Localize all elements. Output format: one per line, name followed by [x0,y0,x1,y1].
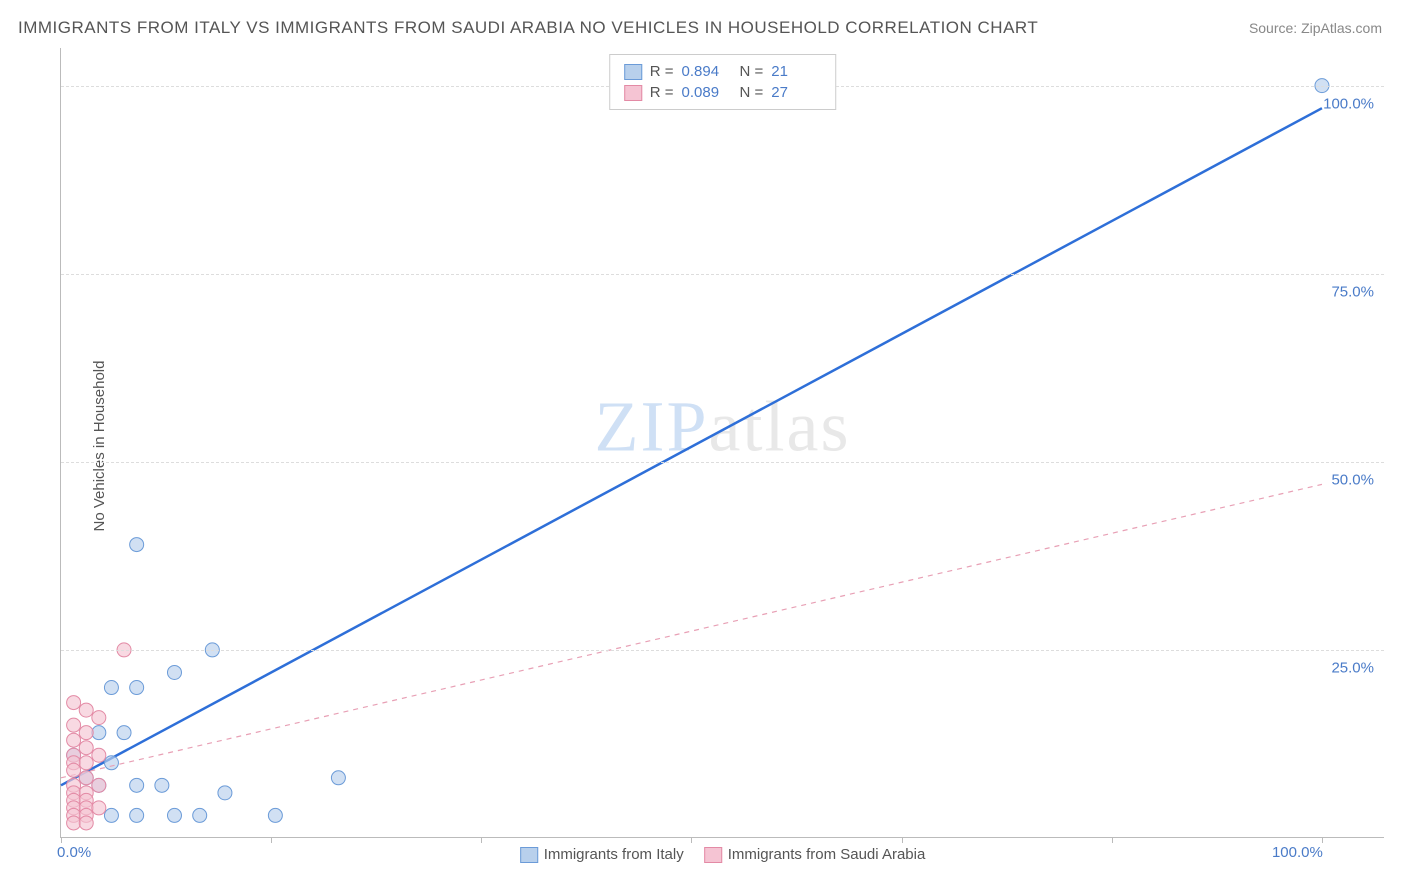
legend-n-label: N = [740,84,764,101]
gridline [61,650,1384,651]
x-tick [1112,837,1113,843]
legend-stats: R = 0.894 N = 21 R = 0.089 N = 27 [609,54,837,110]
legend-n-label: N = [740,63,764,80]
chart-plot-area: ZIPatlas R =0.894N =21R =0.089N =27 Immi… [60,48,1384,838]
data-point [92,778,106,792]
data-point [79,726,93,740]
data-point [104,681,118,695]
data-point [79,771,93,785]
data-point [67,718,81,732]
trend-line [61,484,1322,777]
x-tick [481,837,482,843]
gridline [61,274,1384,275]
data-point [155,778,169,792]
data-point [92,726,106,740]
chart-title: IMMIGRANTS FROM ITALY VS IMMIGRANTS FROM… [18,18,1038,38]
x-tick [271,837,272,843]
data-point [67,763,81,777]
trend-line [61,108,1322,785]
data-point [104,756,118,770]
data-point [331,771,345,785]
data-point [79,816,93,830]
scatter-svg [61,48,1384,837]
legend-swatch [624,85,642,101]
legend-stat-row: R = 0.089 N = 27 [624,82,822,103]
legend-series-label: Immigrants from Saudi Arabia [728,846,926,863]
data-point [130,808,144,822]
data-point [92,748,106,762]
x-tick [61,837,62,843]
legend-swatch [624,64,642,80]
data-point [79,703,93,717]
gridline [61,462,1384,463]
data-point [92,711,106,725]
legend-r-label: R = [650,84,674,101]
data-point [130,681,144,695]
data-point [130,538,144,552]
data-point [167,665,181,679]
legend-r-value: 0.089 [682,84,732,101]
legend-r-label: R = [650,63,674,80]
legend-series: Immigrants from Italy Immigrants from Sau… [520,846,926,863]
legend-swatch [520,847,538,863]
x-tick [902,837,903,843]
data-point [92,801,106,815]
y-tick-label: 50.0% [1331,471,1374,488]
data-point [117,726,131,740]
data-point [193,808,207,822]
y-tick-label: 25.0% [1331,659,1374,676]
data-point [79,741,93,755]
data-point [67,696,81,710]
legend-series-item: Immigrants from Saudi Arabia [704,846,926,863]
data-point [218,786,232,800]
legend-n-value: 21 [771,63,821,80]
source-label: Source: ZipAtlas.com [1249,20,1382,36]
data-point [268,808,282,822]
data-point [104,808,118,822]
x-tick-label: 100.0% [1272,844,1323,861]
legend-series-item: Immigrants from Italy [520,846,684,863]
y-tick-label: 100.0% [1323,95,1374,112]
data-point [67,816,81,830]
x-tick [1322,837,1323,843]
legend-series-label: Immigrants from Italy [544,846,684,863]
x-tick [691,837,692,843]
data-point [67,733,81,747]
legend-stat-row: R = 0.894 N = 21 [624,61,822,82]
legend-n-value: 27 [771,84,821,101]
legend-r-value: 0.894 [682,63,732,80]
x-tick-label: 0.0% [57,844,91,861]
legend-swatch [704,847,722,863]
data-point [79,756,93,770]
y-tick-label: 75.0% [1331,283,1374,300]
data-point [130,778,144,792]
data-point [167,808,181,822]
